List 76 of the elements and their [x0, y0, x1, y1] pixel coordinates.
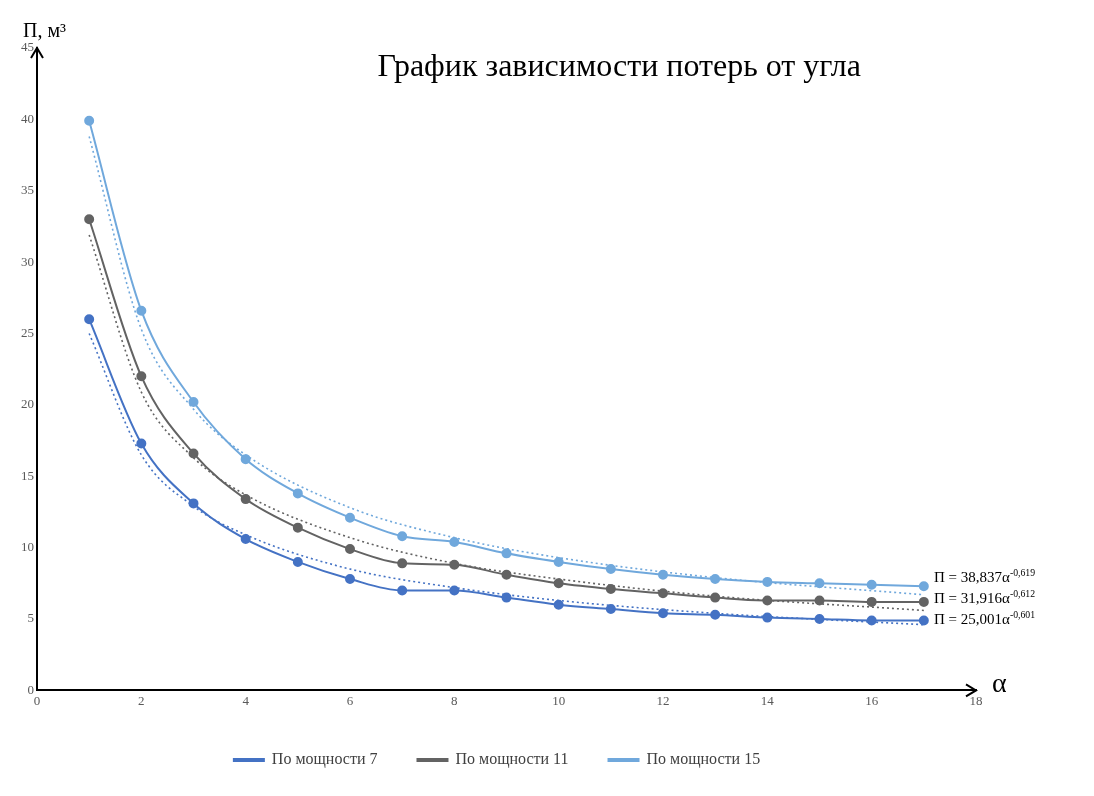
- point: [814, 595, 825, 606]
- point: [345, 544, 355, 555]
- point: [866, 596, 877, 607]
- x-tick-label: 4: [242, 692, 250, 708]
- legend-label: По мощности 7: [271, 750, 378, 769]
- point: [449, 585, 460, 596]
- point: [501, 569, 512, 580]
- y-tick-label: 30: [21, 253, 34, 269]
- point: [84, 214, 95, 225]
- point: [345, 574, 355, 585]
- point: [814, 614, 825, 625]
- point: [605, 584, 616, 595]
- point: [710, 592, 721, 603]
- point: [762, 576, 773, 587]
- y-tick-label: 15: [21, 467, 34, 483]
- point: [605, 604, 616, 615]
- chart-title: График зависимости потерь от угла: [377, 47, 861, 84]
- legend-label: По мощности 11: [455, 750, 569, 769]
- point: [553, 599, 564, 610]
- point: [188, 397, 199, 408]
- point: [710, 574, 721, 585]
- point: [501, 592, 512, 603]
- y-tick-label: 0: [27, 681, 34, 697]
- point: [292, 522, 303, 533]
- x-axis-title: α: [992, 666, 1007, 698]
- point: [84, 314, 95, 325]
- y-tick-label: 45: [21, 39, 34, 55]
- legend-label: По мощности 15: [646, 750, 761, 769]
- x-tick-label: 14: [760, 692, 775, 708]
- point: [292, 556, 303, 567]
- point: [605, 564, 616, 575]
- point: [762, 595, 773, 606]
- x-tick-label: 6: [346, 692, 354, 708]
- point: [136, 305, 147, 316]
- point: [397, 531, 408, 542]
- x-tick-label: 18: [969, 692, 983, 708]
- point: [762, 612, 773, 623]
- point: [449, 559, 460, 570]
- point: [136, 371, 147, 382]
- point: [866, 615, 877, 626]
- point: [188, 448, 199, 459]
- point: [240, 534, 251, 545]
- point: [553, 578, 564, 589]
- x-tick-label: 12: [656, 692, 670, 708]
- y-tick-label: 35: [21, 182, 34, 198]
- point: [449, 536, 460, 547]
- y-axis-title: П, м³: [23, 19, 67, 42]
- point: [553, 556, 564, 567]
- y-tick-label: 10: [21, 539, 34, 555]
- x-tick-label: 2: [138, 692, 145, 708]
- point: [658, 569, 668, 580]
- point: [814, 578, 825, 589]
- point: [658, 608, 668, 619]
- y-tick-label: 20: [21, 396, 34, 412]
- point: [710, 609, 721, 620]
- point: [345, 512, 355, 523]
- point: [292, 488, 303, 499]
- point: [918, 581, 929, 592]
- x-tick-label: 8: [451, 692, 458, 708]
- point: [84, 115, 95, 126]
- y-tick-label: 25: [21, 324, 34, 340]
- point: [136, 438, 147, 449]
- y-tick-label: 5: [27, 610, 34, 626]
- x-tick-label: 10: [552, 692, 566, 708]
- point: [397, 585, 408, 596]
- point: [240, 454, 251, 465]
- x-tick-label: 16: [865, 692, 879, 708]
- point: [188, 498, 199, 509]
- point: [501, 548, 512, 559]
- point: [658, 588, 668, 599]
- y-tick-label: 40: [21, 110, 34, 126]
- point: [240, 494, 251, 505]
- point: [866, 579, 877, 590]
- point: [397, 558, 408, 569]
- point: [918, 596, 929, 607]
- point: [918, 615, 929, 626]
